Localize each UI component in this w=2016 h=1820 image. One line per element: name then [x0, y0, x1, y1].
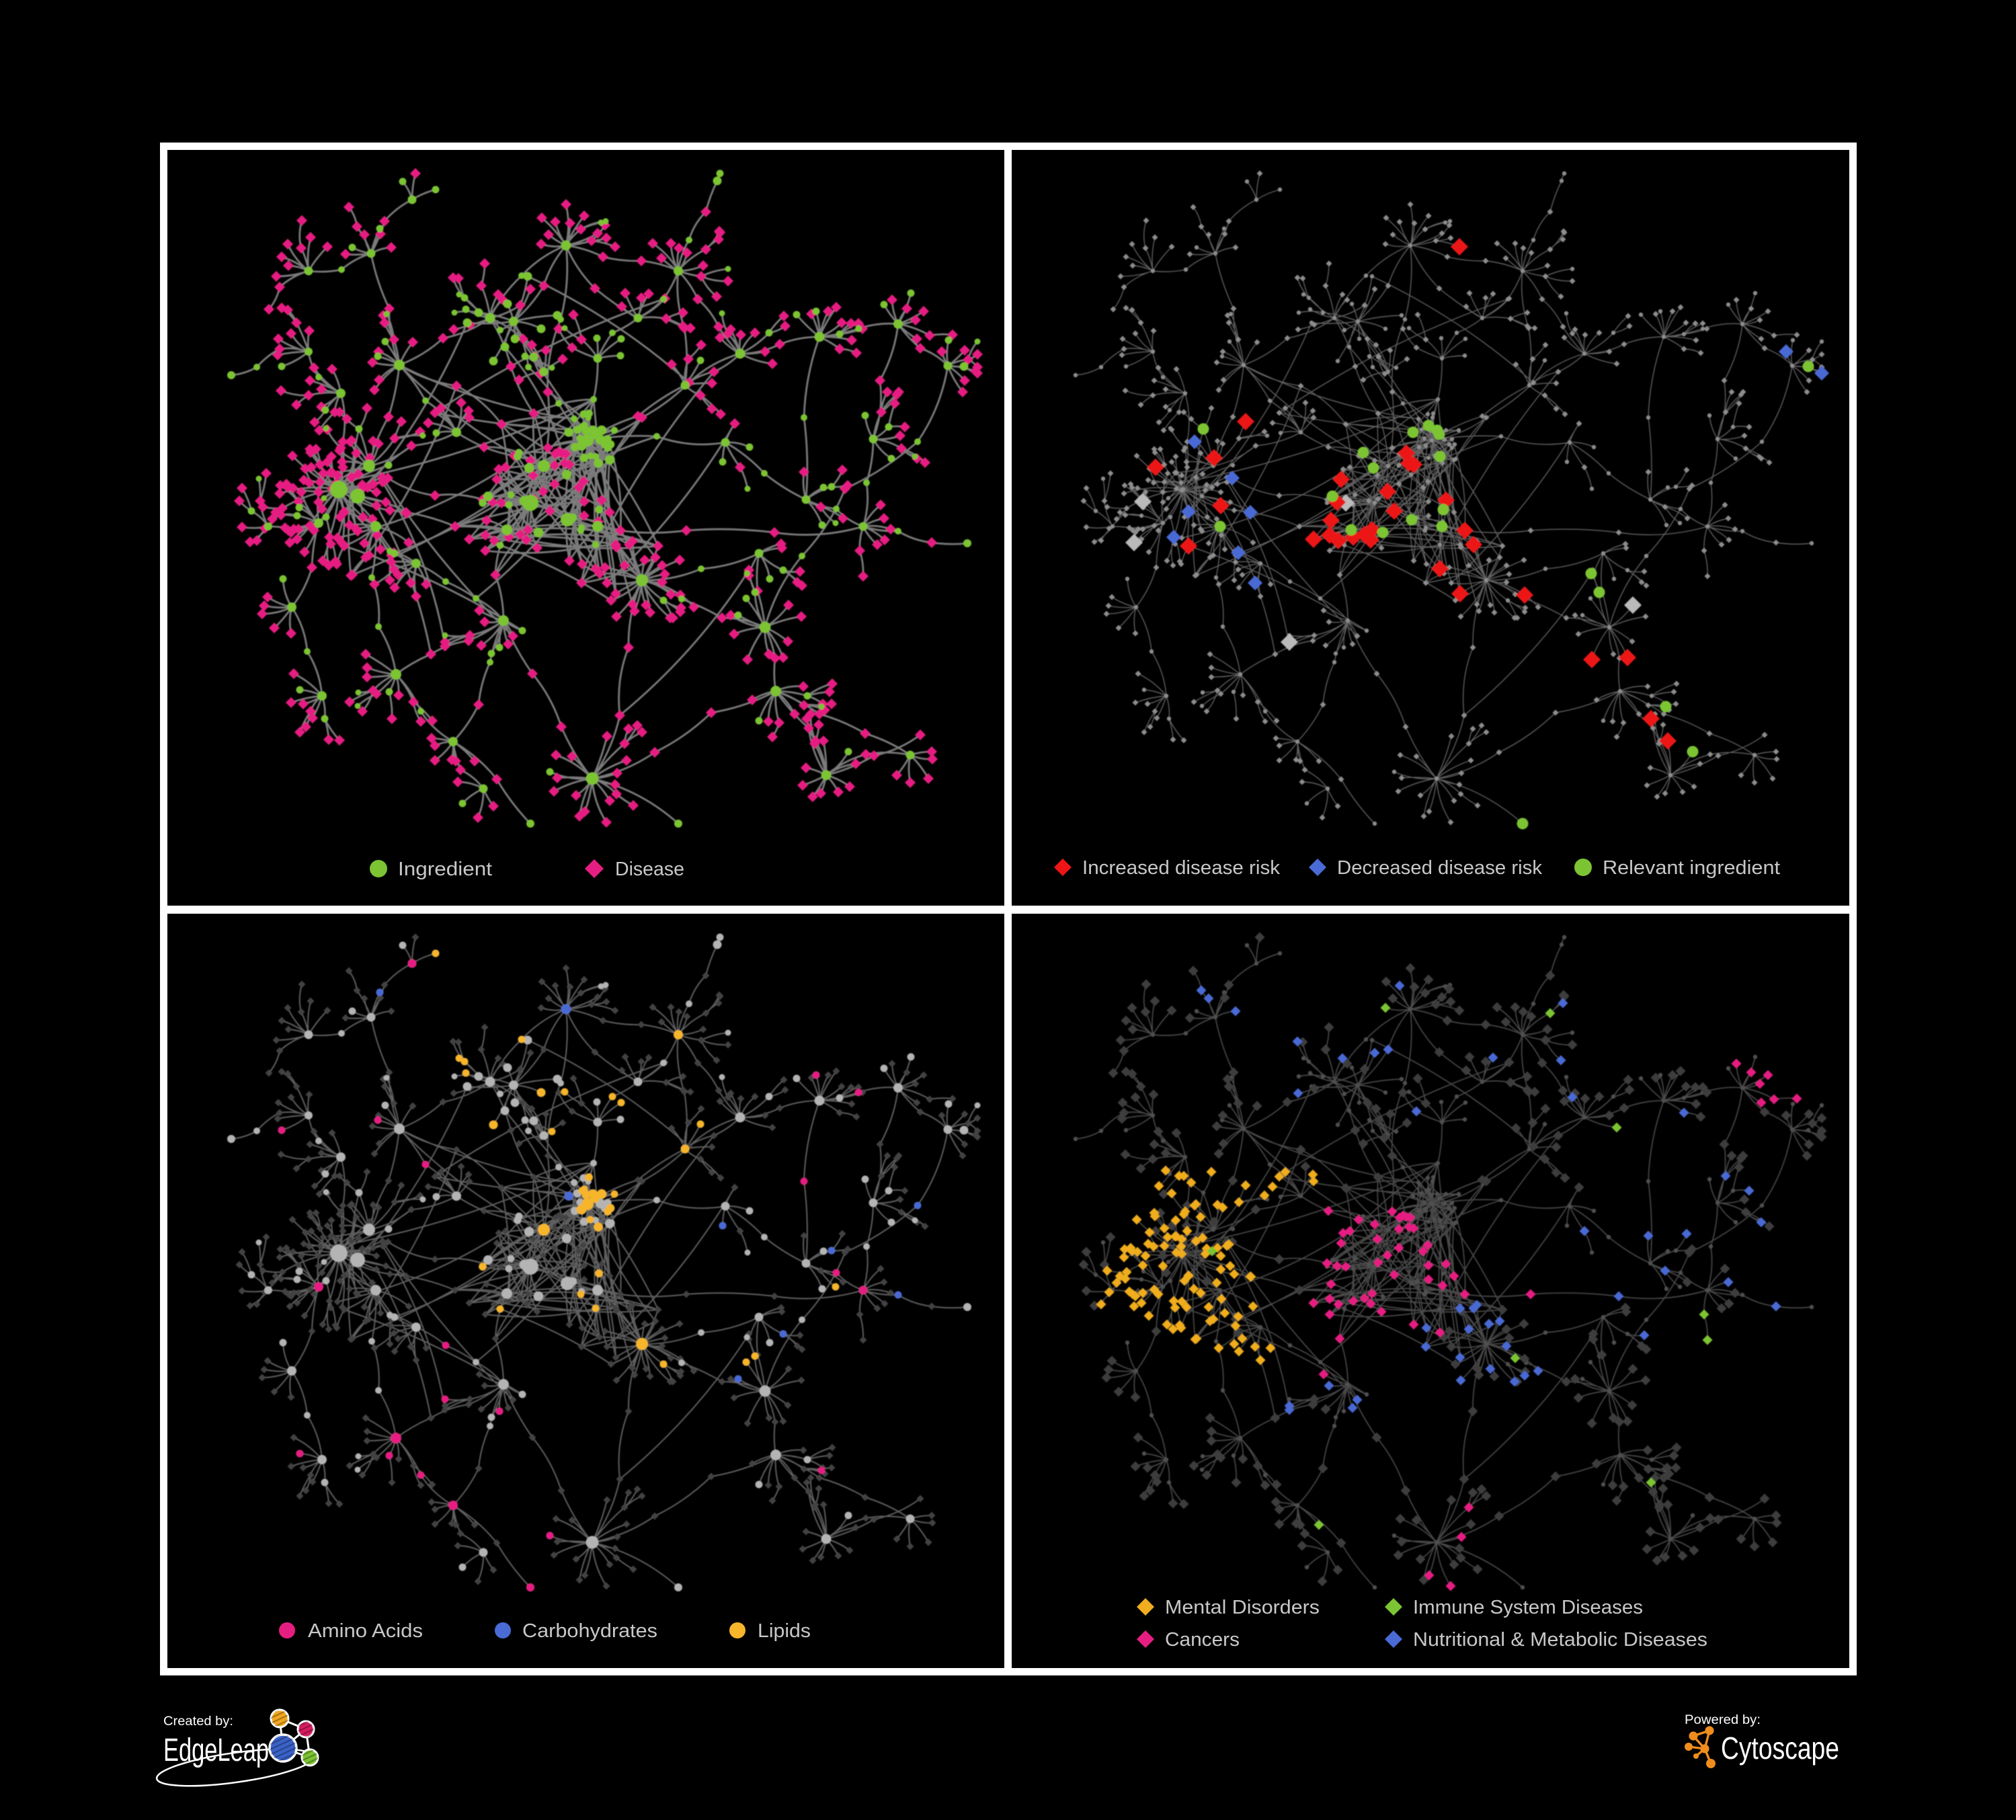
svg-text:Nutritional & Metabolic Diseas: Nutritional & Metabolic Diseases [1413, 1629, 1707, 1651]
svg-text:Created by:: Created by: [163, 1714, 233, 1729]
svg-text:Cytoscape: Cytoscape [1721, 1731, 1839, 1766]
svg-text:Amino Acids: Amino Acids [308, 1620, 423, 1642]
svg-text:Disease: Disease [615, 859, 684, 880]
svg-text:Decreased disease risk: Decreased disease risk [1337, 857, 1542, 879]
svg-text:Mental Disorders: Mental Disorders [1165, 1597, 1320, 1618]
svg-text:Ingredient: Ingredient [398, 859, 492, 880]
svg-text:Powered by:: Powered by: [1685, 1713, 1761, 1727]
svg-text:Relevant ingredient: Relevant ingredient [1603, 857, 1780, 879]
svg-text:Increased disease risk: Increased disease risk [1082, 857, 1281, 879]
svg-text:Immune System Diseases: Immune System Diseases [1413, 1597, 1643, 1618]
svg-text:Lipids: Lipids [758, 1620, 811, 1642]
svg-text:EdgeLeap: EdgeLeap [163, 1733, 269, 1768]
svg-text:Cancers: Cancers [1165, 1629, 1240, 1651]
svg-text:Carbohydrates: Carbohydrates [522, 1620, 657, 1642]
